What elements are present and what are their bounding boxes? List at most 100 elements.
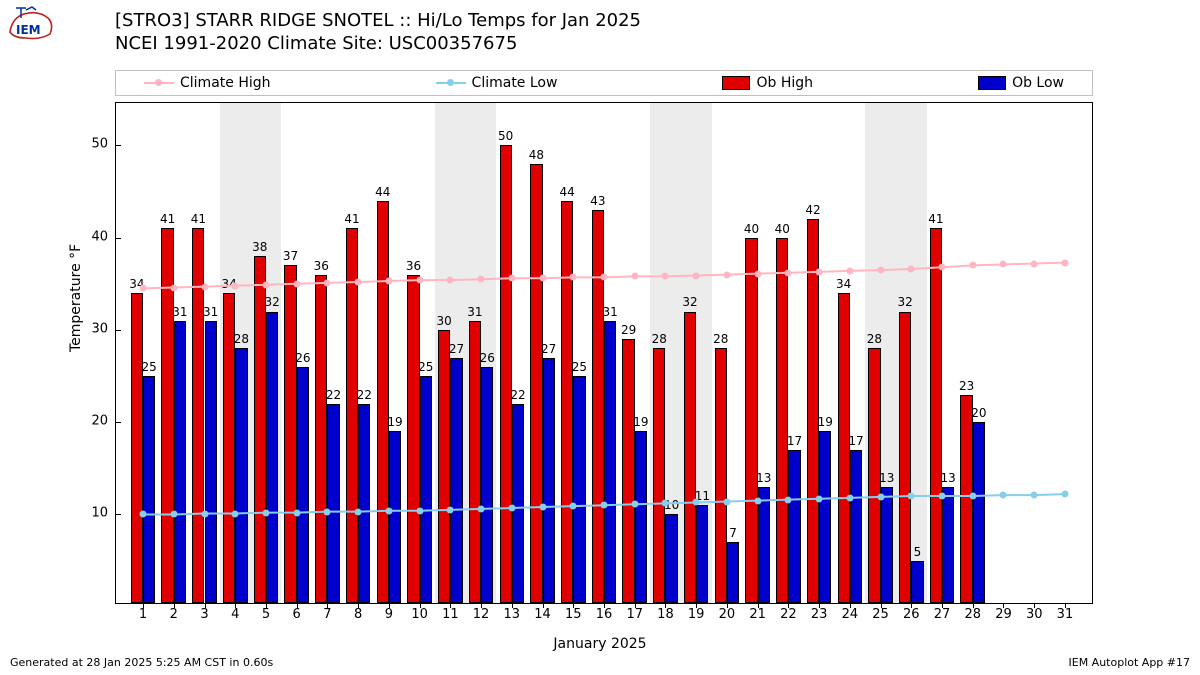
climate-high-marker <box>969 262 976 269</box>
climate-high-marker <box>416 277 423 284</box>
x-tick-label: 5 <box>262 607 270 622</box>
x-tick-label: 20 <box>719 607 736 622</box>
climate-low-marker <box>601 502 608 509</box>
x-tick-label: 14 <box>534 607 551 622</box>
x-tick-label: 25 <box>872 607 889 622</box>
legend-label-ob-high: Ob High <box>756 75 813 91</box>
x-tick-label: 22 <box>780 607 797 622</box>
climate-high-marker <box>355 278 362 285</box>
climate-high-marker <box>447 277 454 284</box>
x-tick-label: 3 <box>200 607 208 622</box>
x-tick-label: 23 <box>811 607 828 622</box>
climate-low-marker <box>355 508 362 515</box>
legend-label-climate-low: Climate Low <box>472 75 558 91</box>
legend-climate-high: Climate High <box>144 75 271 91</box>
climate-low-marker <box>939 492 946 499</box>
climate-low-marker <box>201 510 208 517</box>
climate-low-marker <box>908 492 915 499</box>
climate-high-marker <box>478 276 485 283</box>
climate-high-marker <box>877 266 884 273</box>
climate-low-marker <box>385 507 392 514</box>
legend-label-ob-low: Ob Low <box>1012 75 1064 91</box>
climate-high-marker <box>201 283 208 290</box>
svg-text:IEM: IEM <box>16 23 41 37</box>
title-line-2: NCEI 1991-2020 Climate Site: USC00357675 <box>115 33 641 56</box>
climate-lines <box>116 103 1092 603</box>
climate-high-marker <box>539 275 546 282</box>
footer-generated: Generated at 28 Jan 2025 5:25 AM CST in … <box>10 656 273 669</box>
climate-high-marker <box>908 266 915 273</box>
x-tick-label: 9 <box>385 607 393 622</box>
title-line-1: [STRO3] STARR RIDGE SNOTEL :: Hi/Lo Temp… <box>115 10 641 33</box>
x-tick-label: 18 <box>657 607 674 622</box>
chart-title: [STRO3] STARR RIDGE SNOTEL :: Hi/Lo Temp… <box>115 10 641 55</box>
climate-high-marker <box>140 285 147 292</box>
x-tick-label: 24 <box>842 607 859 622</box>
climate-high-marker <box>631 273 638 280</box>
climate-low-marker <box>816 495 823 502</box>
y-tick-label: 30 <box>88 321 108 336</box>
x-tick-label: 11 <box>442 607 459 622</box>
climate-high-marker <box>324 279 331 286</box>
climate-high-marker <box>385 278 392 285</box>
x-tick-label: 8 <box>354 607 362 622</box>
climate-low-marker <box>723 498 730 505</box>
y-tick-label: 50 <box>88 137 108 152</box>
climate-low-marker <box>262 509 269 516</box>
climate-low-marker <box>877 493 884 500</box>
x-tick-label: 6 <box>293 607 301 622</box>
climate-low-marker <box>1031 492 1038 499</box>
climate-high-marker <box>232 282 239 289</box>
x-tick-label: 26 <box>903 607 920 622</box>
x-tick-label: 19 <box>688 607 705 622</box>
climate-high-marker <box>1061 259 1068 266</box>
legend-ob-high: Ob High <box>722 75 813 91</box>
x-tick-label: 31 <box>1057 607 1074 622</box>
climate-high-marker <box>601 274 608 281</box>
climate-low-marker <box>416 507 423 514</box>
climate-low-marker <box>293 509 300 516</box>
climate-low-marker <box>508 504 515 511</box>
x-tick-label: 27 <box>934 607 951 622</box>
climate-high-marker <box>1000 261 1007 268</box>
x-tick-label: 15 <box>565 607 582 622</box>
climate-high-marker <box>754 270 761 277</box>
iem-logo: IEM <box>6 4 56 44</box>
x-tick-label: 16 <box>596 607 613 622</box>
y-tick-label: 40 <box>88 229 108 244</box>
climate-low-marker <box>232 510 239 517</box>
climate-low-marker <box>324 508 331 515</box>
climate-high-marker <box>262 281 269 288</box>
plot-area: 1234567891011121314151617181920212223242… <box>115 102 1093 604</box>
x-tick-label: 10 <box>411 607 428 622</box>
climate-high-marker <box>785 269 792 276</box>
climate-high-marker <box>939 264 946 271</box>
x-tick-label: 1 <box>139 607 147 622</box>
climate-low-marker <box>846 494 853 501</box>
x-tick-label: 21 <box>749 607 766 622</box>
x-tick-label: 4 <box>231 607 239 622</box>
x-axis-label: January 2025 <box>0 636 1200 652</box>
climate-high-marker <box>293 280 300 287</box>
climate-low-marker <box>170 511 177 518</box>
climate-high-marker <box>570 274 577 281</box>
y-tick-label: 20 <box>88 414 108 429</box>
x-tick-label: 28 <box>964 607 981 622</box>
climate-low-marker <box>478 505 485 512</box>
climate-low-marker <box>1000 492 1007 499</box>
climate-low-marker <box>570 503 577 510</box>
climate-low-marker <box>631 501 638 508</box>
climate-high-marker <box>846 267 853 274</box>
y-tick-label: 10 <box>88 506 108 521</box>
legend-climate-low: Climate Low <box>436 75 558 91</box>
climate-low-marker <box>969 492 976 499</box>
climate-low-marker <box>447 506 454 513</box>
legend: Climate High Climate Low Ob High Ob Low <box>115 70 1093 96</box>
x-tick-label: 30 <box>1026 607 1043 622</box>
climate-low-marker <box>539 504 546 511</box>
climate-low-marker <box>140 511 147 518</box>
climate-high-marker <box>816 268 823 275</box>
legend-ob-low: Ob Low <box>978 75 1064 91</box>
legend-label-climate-high: Climate High <box>180 75 271 91</box>
climate-low-marker <box>662 500 669 507</box>
